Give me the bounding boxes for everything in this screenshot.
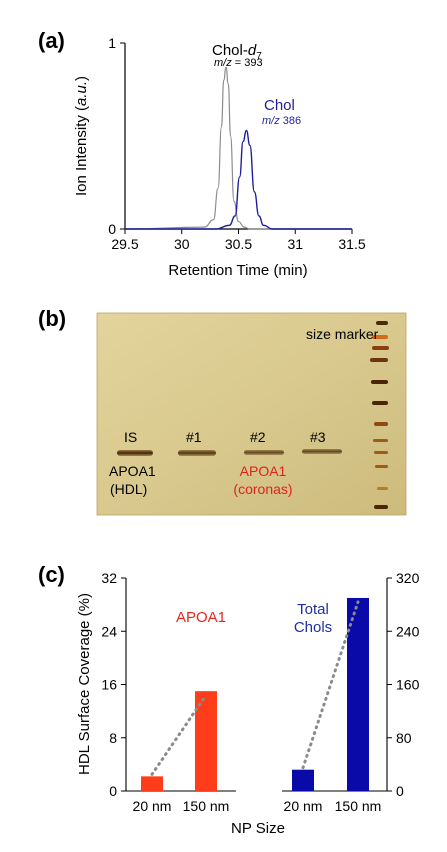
corona-label-line1: APOA1 [240,463,287,479]
chromatogram-x-tick-label: 31 [287,236,303,252]
apoa1-category-label: 20 nm [133,798,172,814]
chromatogram-chart: 29.5 30 30.5 31 31.5 0 1 Chol-d7 m/z = 393 Ch… [73,35,366,279]
gel-band-1 [178,450,216,456]
np-size-axis-label: NP Size [231,820,285,837]
gel-background [96,312,407,516]
apoa1-bar [141,776,163,791]
chols-trend-line [301,600,360,770]
coverage-y-axis-label: HDL Surface Coverage (%) [76,593,93,775]
chromatogram-x-tick-label: 30 [174,236,190,252]
apoa1-category-label: 150 nm [183,798,230,814]
hdl-label-line2: (HDL) [110,481,147,497]
chromatogram-x-axis-label: Retention Time (min) [168,262,307,279]
chromatogram-y-axis-label: Ion Intensity (a.u.) [73,76,90,196]
gel-image: IS #1 #2 #3 size marker APOA1 (HDL) APOA… [96,312,407,516]
lane-label-2: #2 [250,429,266,445]
lane-label-is: IS [124,429,137,445]
panel-a-label: (a) [38,28,65,53]
gel-band-is [117,450,153,456]
apoa1-y-tick-label: 16 [101,677,117,693]
chols-category-label: 20 nm [284,798,323,814]
chols-y-tick-label: 160 [396,677,420,693]
chromatogram-y-tick-label: 0 [108,221,116,237]
chol-trace [124,129,352,230]
panel-b-label: (b) [38,306,67,331]
chromatogram-y-tick-label: 1 [108,35,116,51]
chols-bar [347,597,369,791]
apoa1-bar [195,691,217,791]
apoa1-y-tick-label: 8 [109,730,117,746]
chols-legend-line1: Total [297,601,329,618]
apoa1-trend-line [150,693,208,776]
chol-label: Chol [264,97,295,114]
chromatogram-x-tick-label: 31.5 [338,236,365,252]
lane-label-3: #3 [310,429,326,445]
gel-band-3 [302,449,342,454]
chols-bar [292,769,314,791]
apoa1-y-tick-label: 32 [101,570,117,586]
size-marker-label: size marker [306,326,379,342]
hdl-label-line1: APOA1 [109,463,156,479]
coverage-bar-charts: 0 8 16 24 32 0 80 160 240 320 20 nm 150 nm 20 nm 1… [76,570,420,837]
apoa1-y-tick-label: 0 [109,783,117,799]
lane-label-1: #1 [186,429,202,445]
chol-d7-mz: m/z = 393 [214,57,263,69]
chromatogram-x-tick-label: 30.5 [225,236,252,252]
chromatogram-x-tick-label: 29.5 [111,236,138,252]
apoa1-y-tick-label: 24 [101,623,117,639]
gel-band-2 [244,450,284,455]
chols-y-tick-label: 240 [396,623,420,639]
corona-label-line2: (coronas) [233,481,292,497]
chol-d7-label: Chol-d7 [212,42,262,62]
chols-y-tick-label: 320 [396,570,420,586]
apoa1-legend: APOA1 [176,609,226,626]
chols-y-tick-label: 0 [396,783,404,799]
size-marker-ladder [370,321,389,509]
chol-mz: m/z 386 [262,115,301,127]
chols-legend-line2: Chols [294,619,332,636]
chols-category-label: 150 nm [335,798,382,814]
panel-c-label: (c) [38,562,65,587]
chols-y-tick-label: 80 [396,730,412,746]
chol-d7-trace [124,66,352,230]
